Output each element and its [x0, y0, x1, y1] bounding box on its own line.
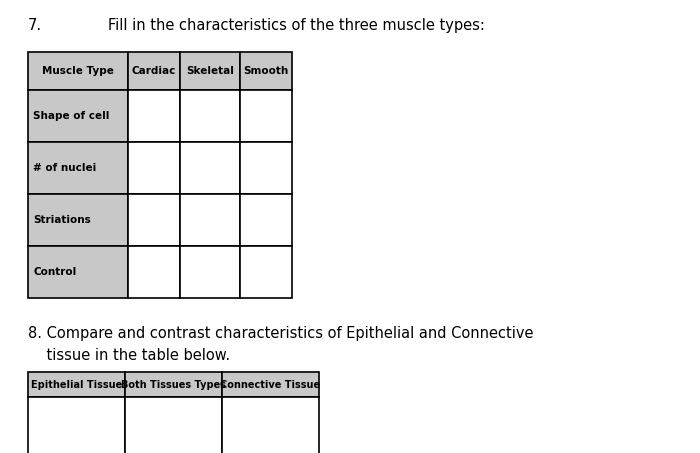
Text: Epithelial Tissue: Epithelial Tissue	[31, 380, 122, 390]
Text: Muscle Type: Muscle Type	[42, 66, 114, 76]
Bar	[28, 52, 128, 90]
Bar	[28, 194, 128, 246]
Bar	[180, 52, 240, 90]
Bar	[180, 194, 240, 246]
Text: Smooth: Smooth	[244, 66, 288, 76]
Text: Skeletal: Skeletal	[186, 66, 234, 76]
Text: Striations: Striations	[33, 215, 91, 225]
Text: # of nuclei: # of nuclei	[33, 163, 97, 173]
Text: 8. Compare and contrast characteristics of Epithelial and Connective: 8. Compare and contrast characteristics …	[28, 326, 533, 341]
Bar	[125, 397, 222, 453]
Bar	[222, 372, 319, 397]
Bar	[128, 246, 180, 298]
Text: Fill in the characteristics of the three muscle types:: Fill in the characteristics of the three…	[108, 18, 485, 33]
Bar	[128, 52, 180, 90]
Bar	[240, 194, 292, 246]
Text: Connective Tissue: Connective Tissue	[220, 380, 321, 390]
Bar	[240, 246, 292, 298]
Text: Cardiac: Cardiac	[132, 66, 176, 76]
Text: Control: Control	[33, 267, 76, 277]
Bar	[240, 52, 292, 90]
Bar	[180, 246, 240, 298]
Bar	[180, 90, 240, 142]
Bar	[125, 372, 222, 397]
Text: Shape of cell: Shape of cell	[33, 111, 109, 121]
Bar	[28, 142, 128, 194]
Bar	[128, 90, 180, 142]
Bar	[180, 142, 240, 194]
Bar	[28, 372, 125, 397]
Bar	[222, 397, 319, 453]
Bar	[128, 194, 180, 246]
Bar	[28, 246, 128, 298]
Bar	[28, 90, 128, 142]
Bar	[240, 90, 292, 142]
Text: Both Tissues Types: Both Tissues Types	[121, 380, 226, 390]
Bar	[240, 142, 292, 194]
Text: tissue in the table below.: tissue in the table below.	[28, 348, 230, 363]
Bar	[28, 397, 125, 453]
Bar	[128, 142, 180, 194]
Text: 7.: 7.	[28, 18, 42, 33]
